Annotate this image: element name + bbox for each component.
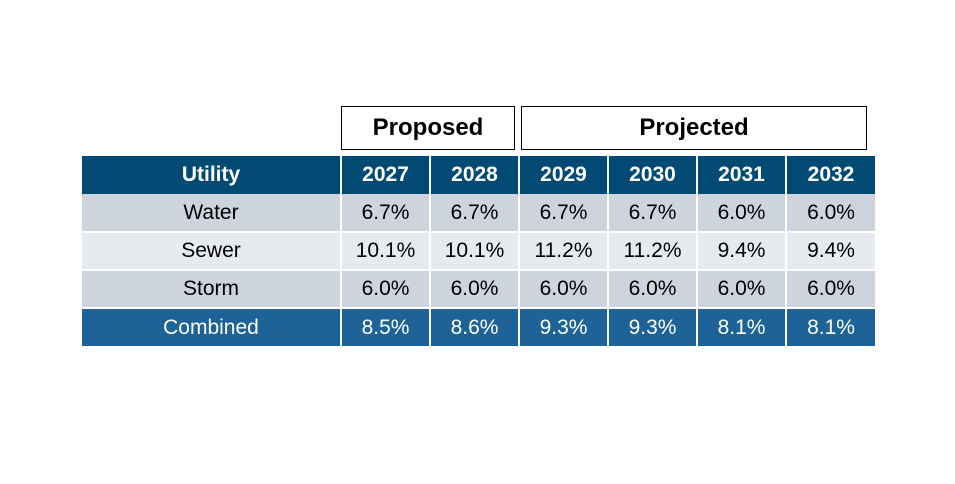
cell-utility-storm: Storm	[82, 270, 342, 309]
cell-combined-2030: 9.3%	[608, 308, 698, 346]
column-header-2030: 2030	[608, 156, 698, 194]
cell-sewer-2030: 11.2%	[608, 232, 698, 271]
cell-combined-2032: 8.1%	[786, 308, 875, 346]
cell-storm-2030: 6.0%	[608, 270, 698, 309]
rate-table: Utility 2027 2028 2029 2030 2031 2032 Wa…	[82, 156, 875, 346]
cell-combined-2027: 8.5%	[341, 308, 431, 346]
cell-utility-water: Water	[82, 194, 342, 233]
table-row-water: Water 6.7% 6.7% 6.7% 6.7% 6.0% 6.0%	[82, 194, 875, 233]
cell-water-2028: 6.7%	[430, 194, 520, 233]
table-row-sewer: Sewer 10.1% 10.1% 11.2% 11.2% 9.4% 9.4%	[82, 232, 875, 271]
group-header-proposed: Proposed	[341, 106, 515, 150]
cell-sewer-2027: 10.1%	[341, 232, 431, 271]
table-row-storm: Storm 6.0% 6.0% 6.0% 6.0% 6.0% 6.0%	[82, 270, 875, 309]
cell-water-2032: 6.0%	[786, 194, 875, 233]
column-header-utility: Utility	[82, 156, 342, 194]
table-row-combined: Combined 8.5% 8.6% 9.3% 9.3% 8.1% 8.1%	[82, 308, 875, 346]
column-header-2032: 2032	[786, 156, 875, 194]
group-header-projected: Projected	[521, 106, 867, 150]
cell-combined-2028: 8.6%	[430, 308, 520, 346]
cell-storm-2027: 6.0%	[341, 270, 431, 309]
column-header-2027: 2027	[341, 156, 431, 194]
column-header-2031: 2031	[697, 156, 787, 194]
cell-water-2030: 6.7%	[608, 194, 698, 233]
cell-storm-2028: 6.0%	[430, 270, 520, 309]
cell-utility-combined: Combined	[82, 308, 342, 346]
cell-water-2031: 6.0%	[697, 194, 787, 233]
cell-water-2027: 6.7%	[341, 194, 431, 233]
cell-sewer-2031: 9.4%	[697, 232, 787, 271]
column-header-2029: 2029	[519, 156, 609, 194]
cell-combined-2031: 8.1%	[697, 308, 787, 346]
cell-sewer-2032: 9.4%	[786, 232, 875, 271]
cell-combined-2029: 9.3%	[519, 308, 609, 346]
cell-utility-sewer: Sewer	[82, 232, 342, 271]
cell-water-2029: 6.7%	[519, 194, 609, 233]
cell-storm-2029: 6.0%	[519, 270, 609, 309]
table-header-row: Utility 2027 2028 2029 2030 2031 2032	[82, 156, 875, 194]
cell-storm-2031: 6.0%	[697, 270, 787, 309]
cell-sewer-2028: 10.1%	[430, 232, 520, 271]
group-label-proposed: Proposed	[372, 114, 484, 141]
cell-sewer-2029: 11.2%	[519, 232, 609, 271]
cell-storm-2032: 6.0%	[786, 270, 875, 309]
group-label-projected: Projected	[639, 114, 749, 141]
column-header-2028: 2028	[430, 156, 520, 194]
